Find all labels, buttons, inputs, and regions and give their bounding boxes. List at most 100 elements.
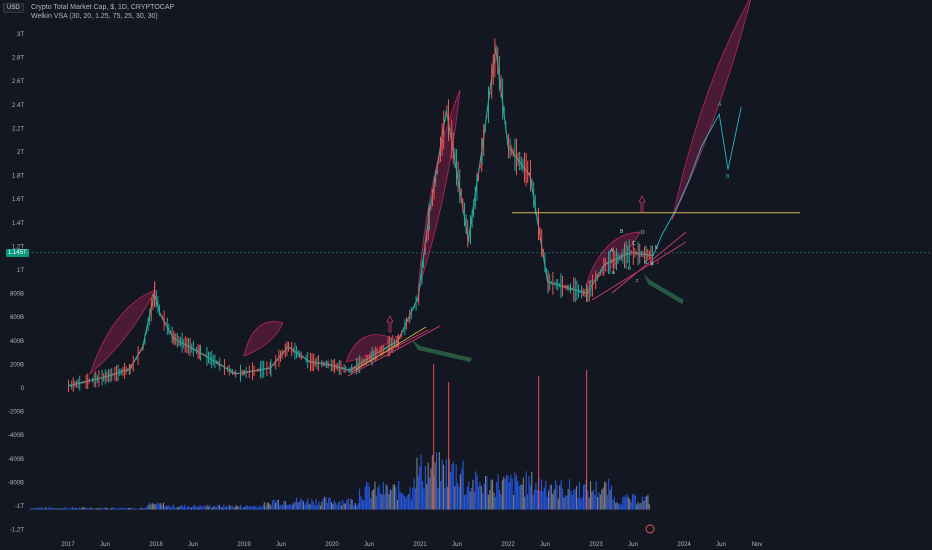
candle xyxy=(576,280,578,301)
candle xyxy=(228,364,230,376)
volume-bar xyxy=(182,506,184,510)
y-tick-label: 3T xyxy=(17,32,24,38)
volume-bar xyxy=(410,499,412,510)
candle xyxy=(241,369,243,377)
candle xyxy=(527,160,529,183)
candle xyxy=(109,368,111,382)
volume-bar xyxy=(366,482,368,510)
volume-bar xyxy=(408,494,410,510)
candle xyxy=(608,251,609,275)
candle xyxy=(235,370,237,378)
candle xyxy=(379,346,381,357)
candle xyxy=(173,333,175,344)
volume-bar xyxy=(279,505,281,510)
volume-bar xyxy=(629,499,631,510)
volume-bar xyxy=(308,503,310,510)
candle xyxy=(127,368,129,372)
candle xyxy=(275,354,277,370)
wave-label: c xyxy=(636,278,639,284)
volume-bar xyxy=(167,505,169,510)
volume-bar xyxy=(388,493,390,510)
candle xyxy=(175,333,177,346)
volume-bar xyxy=(340,505,342,510)
y-tick-label: 200B xyxy=(10,362,24,368)
volume-bar xyxy=(53,507,55,510)
arc-shape xyxy=(671,0,752,221)
volume-bar xyxy=(592,490,594,510)
candle xyxy=(244,370,245,376)
wave-label: E xyxy=(655,245,659,251)
volume-bar xyxy=(136,508,138,510)
candle xyxy=(498,56,500,92)
candle xyxy=(165,322,167,325)
indicator-title[interactable]: Welkin VSA (30, 20, 1.25, 75, 25, 30, 30… xyxy=(31,13,158,20)
volume-bar xyxy=(248,506,250,510)
candle xyxy=(390,337,392,353)
volume-bar xyxy=(273,499,275,510)
volume-bar xyxy=(405,497,407,510)
volume-bar xyxy=(581,497,583,510)
volume-bar xyxy=(382,481,384,510)
candle xyxy=(628,239,630,268)
volume-bar xyxy=(426,483,428,510)
candle xyxy=(85,374,87,389)
candle xyxy=(415,295,417,311)
volume-bar xyxy=(342,499,344,510)
volume-bar xyxy=(207,506,209,510)
candle xyxy=(233,371,235,375)
candle xyxy=(125,366,127,375)
chart-title[interactable]: Crypto Total Market Cap, $, 1D, CRYPTOCA… xyxy=(31,4,175,11)
volume-bar xyxy=(263,502,265,510)
volume-bar xyxy=(184,504,186,510)
candle xyxy=(637,241,639,266)
candle xyxy=(197,343,199,359)
arc-shape xyxy=(417,89,461,291)
volume-bar xyxy=(328,497,330,510)
candle xyxy=(76,380,77,388)
candle xyxy=(139,351,141,354)
volume-bar xyxy=(606,495,608,510)
candle xyxy=(216,360,217,365)
volume-bar xyxy=(143,508,145,510)
volume-bar xyxy=(622,497,624,510)
candle xyxy=(289,347,291,349)
candle xyxy=(200,344,201,361)
candle xyxy=(489,92,491,94)
candle xyxy=(508,133,509,159)
volume-bar xyxy=(188,506,190,510)
volume-bar xyxy=(154,503,156,510)
volume-bar xyxy=(272,500,274,510)
candle xyxy=(310,352,311,372)
volume-bar xyxy=(331,502,333,510)
volume-bar xyxy=(396,499,398,510)
volume-bar xyxy=(534,489,536,510)
candle xyxy=(384,347,386,351)
volume-bar xyxy=(234,506,236,510)
volume-bar xyxy=(119,507,121,510)
candle xyxy=(397,335,399,347)
projection-line xyxy=(652,107,742,256)
volume-bar xyxy=(84,507,86,510)
currency-badge[interactable]: USD xyxy=(3,3,24,13)
candle xyxy=(329,363,331,366)
y-tick-label: -800B xyxy=(8,480,24,486)
candle xyxy=(606,262,608,265)
volume-bar xyxy=(158,503,160,510)
volume-bar xyxy=(121,508,123,510)
candle xyxy=(433,176,435,200)
volume-bar xyxy=(238,506,240,510)
volume-bar xyxy=(172,504,174,510)
candle xyxy=(129,363,131,375)
y-tick-label: -400B xyxy=(8,433,24,439)
y-tick-label: 2.8T xyxy=(12,56,24,62)
volume-bar xyxy=(632,494,634,510)
volume-bar xyxy=(422,481,424,510)
wave-label: a xyxy=(612,270,615,276)
volume-bar xyxy=(583,485,585,510)
candle xyxy=(506,136,508,138)
candle xyxy=(184,336,186,353)
volume-bar xyxy=(44,508,46,510)
volume-bar xyxy=(434,462,436,510)
volume-bar xyxy=(444,487,446,510)
